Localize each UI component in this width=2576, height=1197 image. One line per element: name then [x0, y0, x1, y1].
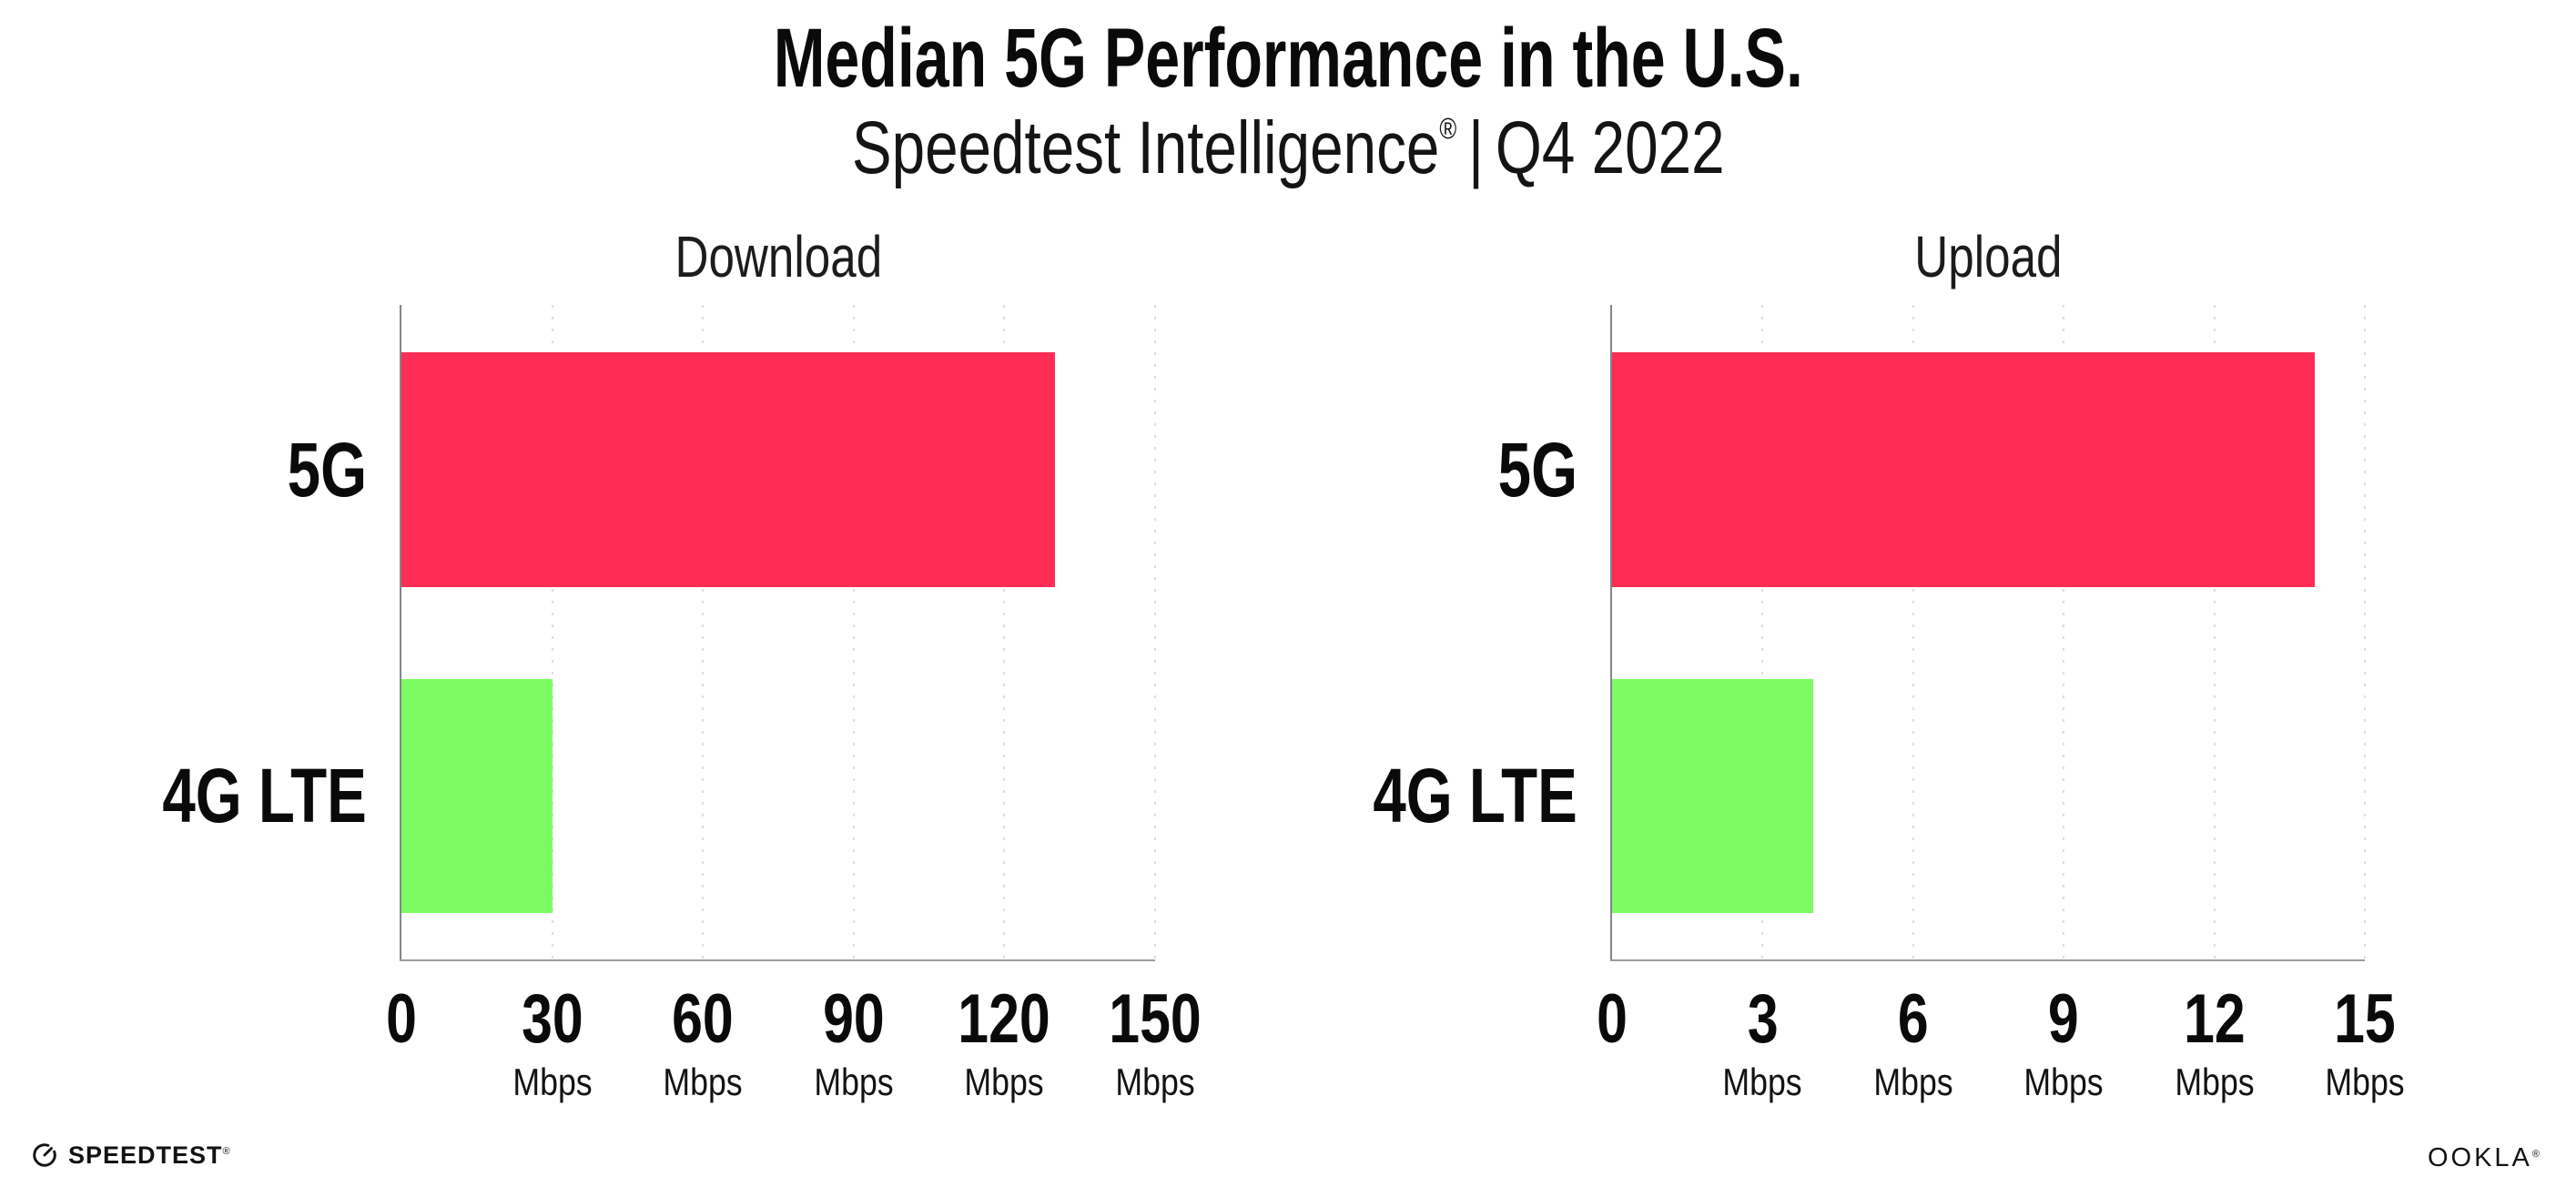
x-tick: 60 Mbps	[663, 980, 743, 1103]
y-axis	[400, 305, 401, 959]
page-title: Median 5G Performance in the U.S.	[0, 16, 2576, 100]
gridline	[2213, 305, 2216, 959]
speedtest-trademark: ®	[222, 1145, 231, 1157]
chart-title-upload: Upload	[1914, 224, 2063, 289]
x-tick-unit: Mbps	[964, 1060, 1045, 1103]
chart-title-download: Download	[674, 224, 882, 289]
y-label-5g-upload: 5G	[1497, 427, 1577, 512]
y-label-4g-lte-download: 4G LTE	[162, 753, 367, 838]
plot-area-download	[400, 305, 1156, 961]
x-tick-unit: Mbps	[814, 1060, 894, 1103]
x-tick: 0	[1597, 980, 1628, 1058]
subtitle-brand: Speedtest Intelligence	[851, 107, 1440, 189]
x-axis-ticks-upload: 0 3 Mbps 6 Mbps 9 Mbps 12 Mbps 15 Mbps	[1597, 980, 2405, 1158]
x-tick: 15 Mbps	[2325, 980, 2405, 1103]
gridline	[1761, 305, 1764, 959]
ookla-registered-mark: ®	[2531, 1149, 2542, 1160]
x-axis-ticks-download: 0 30 Mbps 60 Mbps 90 Mbps 120 Mbps 150 M…	[386, 980, 1202, 1158]
speedtest-logo-text: SPEEDTEST®	[68, 1141, 231, 1169]
plot-area-upload	[1610, 305, 2366, 961]
speedtest-logo: SPEEDTEST®	[31, 1141, 231, 1169]
subtitle-period: Q4 2022	[1495, 107, 1725, 189]
x-tick-unit: Mbps	[2023, 1060, 2104, 1103]
subtitle-text: Speedtest Intelligence® | Q4 2022	[852, 111, 1725, 186]
x-tick: 120 Mbps	[947, 985, 1062, 1101]
main-title: Median 5G Performance in the U.S.	[773, 12, 1803, 105]
gridline	[1154, 305, 1156, 959]
gridline	[2063, 305, 2065, 959]
x-tick-unit: Mbps	[663, 1060, 743, 1103]
gauge-icon	[33, 1143, 56, 1167]
x-tick-unit: Mbps	[2325, 1060, 2405, 1103]
bar-5g-upload	[1612, 352, 2315, 587]
bar-5g-download	[401, 352, 1055, 587]
ookla-logo-text: OOKLA®	[2427, 1143, 2542, 1172]
x-axis	[400, 959, 1155, 961]
x-tick: 0	[386, 980, 417, 1058]
x-tick: 150 Mbps	[1098, 985, 1213, 1101]
x-axis	[1610, 959, 2365, 961]
y-axis	[1610, 305, 1612, 959]
x-tick: 6 Mbps	[1873, 980, 1953, 1103]
x-tick: 90 Mbps	[814, 980, 894, 1103]
y-label-4g-lte-upload: 4G LTE	[1373, 753, 1577, 838]
x-tick: 30 Mbps	[512, 980, 593, 1103]
x-tick-unit: Mbps	[1722, 1060, 1803, 1103]
registered-mark: ®	[1439, 112, 1457, 145]
gridline	[702, 305, 705, 959]
x-tick-unit: Mbps	[1873, 1060, 1953, 1103]
x-tick: 9 Mbps	[2023, 980, 2104, 1103]
subtitle: Speedtest Intelligence® | Q4 2022	[0, 111, 2576, 186]
gridline	[551, 305, 553, 959]
x-tick-unit: Mbps	[512, 1060, 593, 1103]
bar-4g-lte-download	[401, 679, 553, 913]
x-tick: 3 Mbps	[1722, 980, 1803, 1103]
bar-4g-lte-upload	[1612, 679, 1813, 913]
x-tick-unit: Mbps	[1115, 1060, 1195, 1103]
gridline	[1912, 305, 1914, 959]
subtitle-divider: |	[1467, 107, 1484, 189]
gridline	[1003, 305, 1006, 959]
x-tick-unit: Mbps	[2174, 1060, 2255, 1103]
x-tick: 12 Mbps	[2174, 980, 2255, 1103]
ookla-logo: OOKLA®	[2428, 1145, 2542, 1172]
gridline	[2364, 305, 2366, 959]
gridline	[852, 305, 855, 959]
y-label-5g-download: 5G	[287, 427, 367, 512]
